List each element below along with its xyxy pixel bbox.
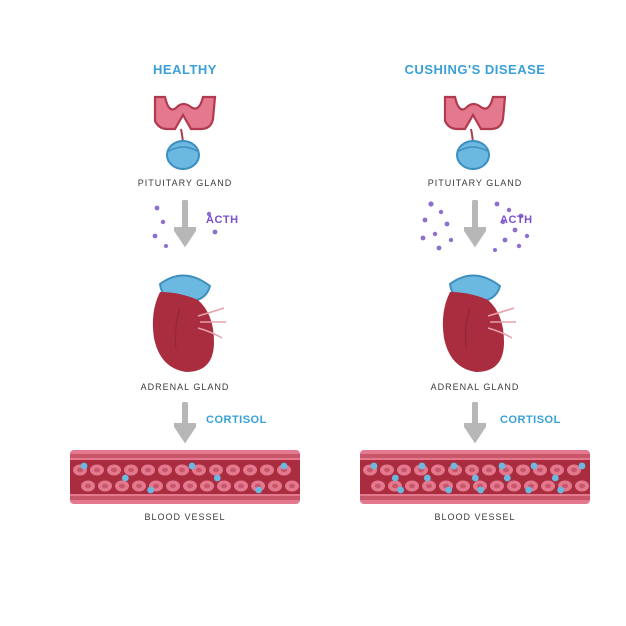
vessel-label: BLOOD VESSEL xyxy=(350,512,600,522)
acth-label: ACTH xyxy=(500,214,533,226)
arrow-acth-icon xyxy=(174,200,196,250)
blood-vessel-icon xyxy=(360,450,590,504)
pituitary-label: PITUITARY GLAND xyxy=(350,178,600,188)
adrenal-label: ADRENAL GLAND xyxy=(350,382,600,392)
adrenal-icon xyxy=(430,272,520,377)
arrow-acth-icon xyxy=(464,200,486,250)
acth-label: ACTH xyxy=(206,214,239,226)
adrenal-icon xyxy=(140,272,230,377)
arrow-cortisol-icon xyxy=(174,402,196,446)
pituitary-icon xyxy=(433,95,517,173)
blood-vessel-icon xyxy=(70,450,300,504)
cortisol-label: CORTISOL xyxy=(206,414,267,426)
column-healthy: HEALTHY PITUITARY GLAND ACTH ADRENAL GLA… xyxy=(60,0,310,626)
cortisol-label: CORTISOL xyxy=(500,414,561,426)
vessel-label: BLOOD VESSEL xyxy=(60,512,310,522)
title-healthy: HEALTHY xyxy=(60,62,310,77)
title-cushing: CUSHING'S DISEASE xyxy=(350,62,600,77)
diagram-stage: HEALTHY PITUITARY GLAND ACTH ADRENAL GLA… xyxy=(0,0,626,626)
pituitary-label: PITUITARY GLAND xyxy=(60,178,310,188)
arrow-cortisol-icon xyxy=(464,402,486,446)
column-cushing: CUSHING'S DISEASE PITUITARY GLAND ACTH A… xyxy=(350,0,600,626)
adrenal-label: ADRENAL GLAND xyxy=(60,382,310,392)
pituitary-icon xyxy=(143,95,227,173)
